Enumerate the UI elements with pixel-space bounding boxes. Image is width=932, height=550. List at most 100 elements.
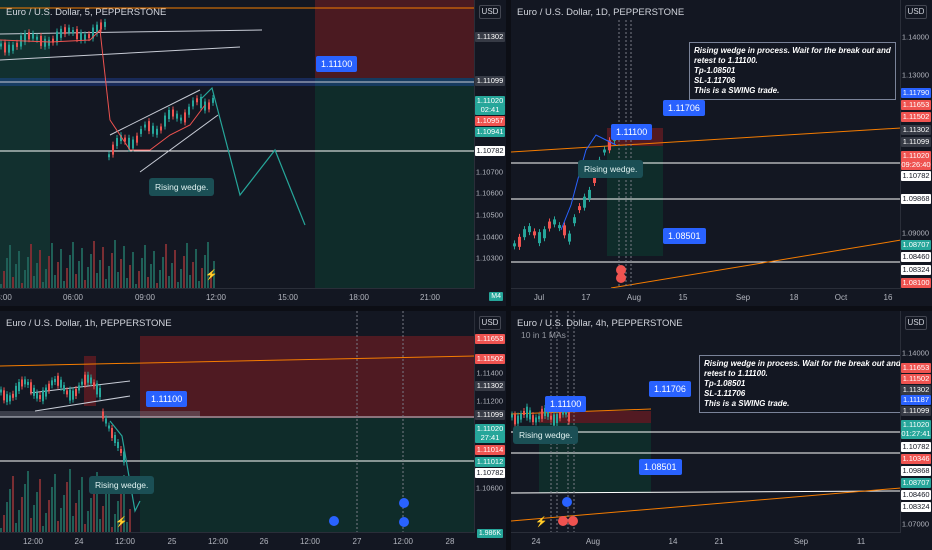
volume-bar	[141, 258, 143, 288]
volume-bar	[63, 495, 65, 532]
price-axis[interactable]: USD 1.14000 1.13000 1.09000 1.11790 1.11…	[900, 0, 932, 306]
volume-bar	[30, 518, 32, 532]
price-label: 1.10782	[475, 468, 505, 478]
price-label: 1.11187	[901, 395, 931, 405]
price-axis[interactable]: USD 1.10700 1.10600 1.10500 1.10400 1.10…	[474, 0, 506, 306]
price-label: 1.11099	[475, 410, 505, 420]
volume-bar	[156, 283, 158, 288]
volume-bar	[57, 262, 59, 288]
volume-bar	[177, 282, 179, 288]
volume-bar	[9, 489, 11, 532]
trade-note[interactable]: Rising wedge in process. Wait for the br…	[689, 42, 896, 100]
note-line: retest to 1.11100.	[704, 369, 768, 378]
volume-bar	[87, 267, 89, 288]
volume-bar	[132, 252, 134, 288]
currency-button[interactable]: USD	[905, 316, 927, 330]
note-line: SL-1.11706	[704, 389, 746, 398]
retest-callout[interactable]: 1.11100	[545, 396, 587, 412]
volume-bars-1h	[0, 469, 131, 532]
volume-bar	[15, 523, 17, 532]
wedge-label[interactable]: Rising wedge.	[578, 160, 644, 178]
chart-panel-5m[interactable]: ⚡ Euro / U.S. Dollar, 5, PEPPERSTONE 1.1…	[0, 0, 506, 306]
wedge-label[interactable]: Rising wedge.	[149, 178, 215, 196]
volume-bar	[51, 487, 53, 532]
time-tick: 12:00	[392, 537, 414, 546]
note-line: SL-1.11706	[694, 76, 736, 85]
takeprofit-callout[interactable]: 1.08501	[639, 459, 682, 475]
volume-bar	[27, 471, 29, 532]
volume-bar	[111, 527, 113, 532]
wedge-label[interactable]: Rising wedge.	[513, 426, 579, 444]
price-label: 1.11302	[475, 381, 505, 391]
volume-bar	[153, 251, 155, 288]
time-axis[interactable]: 24 Aug 14 21 Sep 11	[511, 532, 901, 550]
stoploss-callout[interactable]: 1.11706	[649, 381, 691, 397]
wedge-label[interactable]: Rising wedge.	[89, 476, 155, 494]
time-axis[interactable]: Jul 17 Aug 15 Sep 18 Oct 16	[511, 288, 901, 306]
note-line: retest to 1.11100.	[694, 56, 758, 65]
stoploss-callout[interactable]: 1.11706	[663, 100, 705, 116]
chart-panel-4h[interactable]: ⚡ Euro / U.S. Dollar, 4h, PEPPERSTONE 10…	[511, 311, 932, 550]
volume-bar	[96, 472, 98, 532]
volume-bar	[33, 505, 35, 532]
retest-callout[interactable]: 1.11100	[611, 124, 653, 140]
volume-bar	[78, 261, 80, 288]
chart-panel-1d[interactable]: Euro / U.S. Dollar, 1D, PEPPERSTONE Risi…	[511, 0, 932, 306]
price-label: 1.11502	[901, 374, 931, 384]
time-tick: 17	[581, 293, 591, 302]
volume-bar	[168, 276, 170, 288]
currency-button[interactable]: USD	[479, 5, 501, 19]
time-tick: 26	[259, 537, 269, 546]
volume-bar	[135, 284, 137, 288]
time-tick: Sep	[735, 293, 751, 302]
time-tick: 24	[531, 537, 541, 546]
volume-bar	[150, 264, 152, 288]
chart-panel-1h[interactable]: ⚡ Euro / U.S. Dollar, 1h, PEPPERSTONE 1.…	[0, 311, 506, 550]
price-axis[interactable]: USD 1.14000 1.07000 1.11653 1.11502 1.11…	[900, 311, 932, 550]
time-axis[interactable]: 3:00 06:00 09:00 12:00 15:00 18:00 21:00	[0, 288, 475, 306]
chart-canvas-5m[interactable]: ⚡	[0, 0, 506, 306]
currency-button[interactable]: USD	[905, 5, 927, 19]
volume-bar	[204, 255, 206, 288]
volume-bar	[72, 242, 74, 288]
chart-title: Euro / U.S. Dollar, 5, PEPPERSTONE	[6, 7, 167, 18]
price-tick: 1.10500	[475, 210, 503, 220]
volume-bar	[3, 515, 5, 532]
chart-title: Euro / U.S. Dollar, 1D, PEPPERSTONE	[517, 7, 685, 18]
volume-bar	[42, 526, 44, 532]
trade-note[interactable]: Rising wedge in process. Wait for the br…	[699, 355, 906, 413]
note-line: Rising wedge in process. Wait for the br…	[694, 46, 891, 55]
time-tick: 14	[668, 537, 678, 546]
volume-bar	[42, 282, 44, 288]
takeprofit-callout[interactable]: 1.08501	[663, 228, 706, 244]
volume-bar	[201, 268, 203, 288]
volume-bar	[24, 484, 26, 532]
volume-bar	[81, 477, 83, 532]
time-tick: 24	[74, 537, 84, 546]
svg-text:⚡: ⚡	[205, 268, 217, 281]
volume-bar	[0, 284, 2, 288]
price-label: 1.09868	[901, 194, 931, 204]
volume-bar	[117, 272, 119, 288]
price-axis[interactable]: USD 1.11400 1.11200 1.10600 1.11653 1.11…	[474, 311, 506, 550]
countdown-label: 02:41	[475, 105, 505, 115]
volume-bar	[45, 269, 47, 288]
price-tick: 1.09000	[901, 228, 929, 238]
currency-button[interactable]: USD	[479, 316, 501, 330]
volume-bar	[72, 516, 74, 532]
indicator-label[interactable]: 10 in 1 MAs	[521, 330, 566, 340]
volume-bar	[27, 257, 29, 288]
time-tick: 28	[445, 537, 455, 546]
time-tick: 21	[714, 537, 724, 546]
volume-bar	[54, 474, 56, 532]
volume-bar	[57, 521, 59, 532]
chart-canvas-1h[interactable]: ⚡	[0, 311, 506, 550]
price-callout[interactable]: 1.11100	[316, 56, 358, 72]
volume-bar	[87, 511, 89, 532]
time-tick: Jul	[533, 293, 545, 302]
time-axis[interactable]: 12:00 24 12:00 25 12:00 26 12:00 27 12:0…	[0, 532, 475, 550]
volume-bar	[180, 269, 182, 288]
price-callout[interactable]: 1.11100	[146, 391, 188, 407]
price-label: 1.08324	[901, 265, 931, 275]
volume-bar	[21, 283, 23, 288]
